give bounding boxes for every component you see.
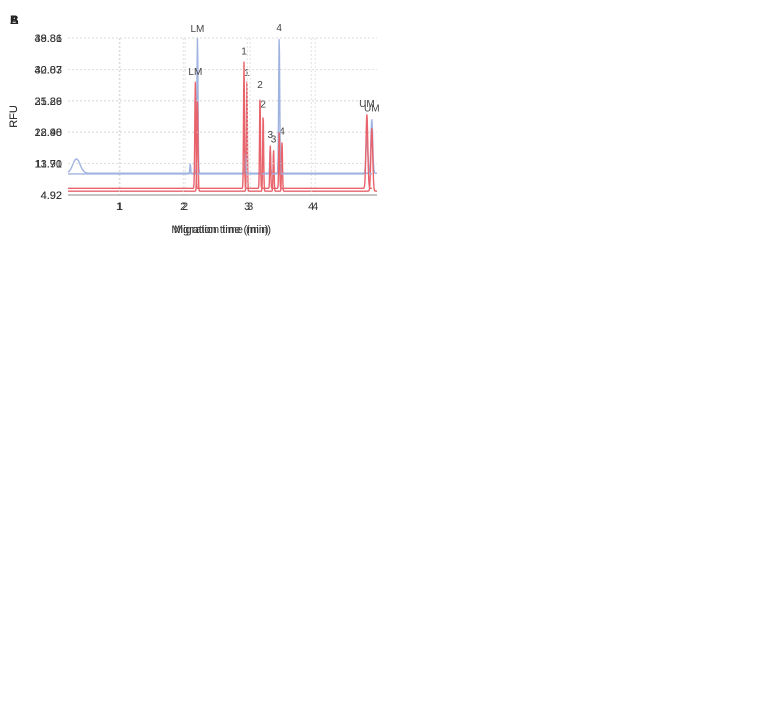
x-tick-label: 1 [116, 201, 122, 213]
peak-label: UM [364, 104, 380, 115]
x-axis-title: Migration time (min) [171, 224, 268, 236]
x-tick-label: 4 [308, 201, 314, 213]
y-tick-label: 40.03 [34, 64, 62, 76]
x-tick-label: 3 [244, 201, 250, 213]
x-tick-label: 2 [180, 201, 186, 213]
y-axis-title: RFU [8, 105, 20, 128]
peak-label: UM [359, 99, 375, 110]
x-tick-label: 2 [182, 201, 188, 213]
peak-label: 1 [244, 68, 250, 79]
y-tick-label: 13.70 [34, 159, 62, 171]
peak-label: LM [188, 67, 202, 78]
peak-label: 4 [279, 126, 285, 137]
y-tick-label: 25.89 [34, 96, 62, 108]
peak-label: 2 [257, 80, 263, 91]
peak-label: LM [191, 24, 205, 35]
x-tick-label: 1 [117, 201, 123, 213]
y-tick-label: 22.48 [34, 127, 62, 139]
peak-label: 1 [241, 46, 247, 57]
y-tick-label: 4.92 [41, 190, 62, 202]
panel-label: B [10, 13, 19, 27]
x-axis-title: Migration time (min) [174, 224, 271, 236]
y-axis-title: RFU [8, 105, 20, 128]
peak-label: 2 [260, 99, 266, 110]
y-tick-label: 31.26 [34, 96, 62, 108]
peak-label: 3 [271, 134, 277, 145]
y-tick-label: 4.92 [41, 190, 62, 202]
peak-label: 3 [267, 130, 273, 141]
series-line-1 [67, 61, 373, 190]
series-line-0 [67, 37, 378, 174]
panel-label: A [10, 13, 19, 27]
series-line-0 [67, 38, 373, 175]
y-tick-label: 18.90 [34, 127, 62, 139]
y-tick-label: 48.81 [34, 33, 62, 45]
x-tick-label: 3 [247, 201, 253, 213]
peak-label: 4 [276, 23, 282, 34]
y-tick-label: 39.86 [34, 33, 62, 45]
x-tick-label: 4 [312, 201, 318, 213]
chart-panel-b: B 39.86 32.87 25.89 18.90 11.91 4.92 1 2 3 4 LM 1 2 3 4… [0, 0, 380, 245]
y-tick-label: 32.87 [34, 64, 62, 76]
y-tick-label: 11.91 [35, 159, 62, 171]
